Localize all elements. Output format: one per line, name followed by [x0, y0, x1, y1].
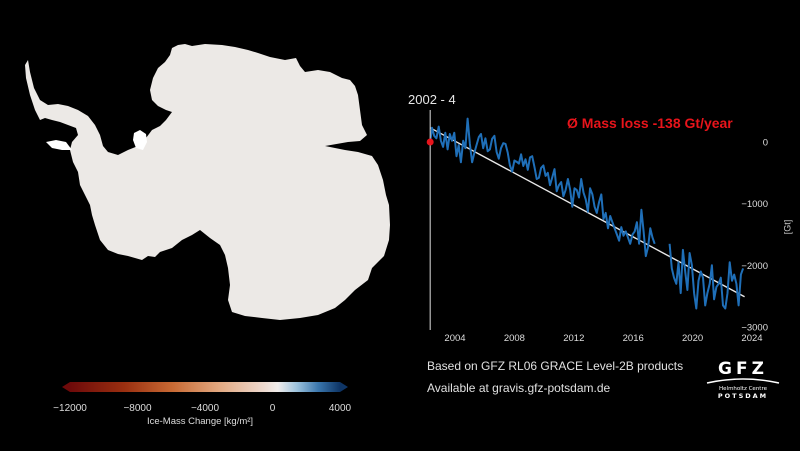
x-tick-label: 2008 — [504, 333, 525, 344]
cursor-point — [426, 138, 434, 146]
x-tick-label: 2024 — [741, 333, 762, 344]
trend-annotation: Ø Mass loss -138 Gt/year — [567, 115, 733, 131]
x-tick-label: 2016 — [623, 333, 644, 344]
colorbar-tick-label: −12000 — [53, 403, 87, 414]
x-tick-label: 2020 — [682, 333, 703, 344]
series-line — [668, 243, 745, 310]
x-tick-label: 2004 — [444, 333, 465, 344]
y-tick-label: −2000 — [741, 261, 768, 272]
y-tick-label: 0 — [763, 138, 768, 149]
logo-sub1: Helmholtz Centre — [719, 386, 768, 392]
antarctica-main-body — [25, 44, 390, 320]
series-line — [429, 117, 656, 258]
footer-source: Based on GFZ RL06 GRACE Level-2B product… — [427, 359, 684, 373]
y-tick-label: −1000 — [741, 199, 768, 210]
y-tick-label: −3000 — [741, 323, 768, 334]
y-axis-label: [Gt] — [782, 219, 793, 235]
colorbar — [62, 382, 348, 392]
colorbar-label: Ice-Mass Change [kg/m²] — [146, 416, 254, 427]
gfz-logo: GFZ Helmholtz Centre POTSDAM — [706, 359, 780, 400]
footer-link[interactable]: Available at gravis.gfz-potsdam.de — [427, 381, 611, 395]
logo-arc — [706, 378, 780, 384]
ice-shelf-patch — [133, 130, 147, 150]
colorbar-tick-label: 0 — [269, 403, 276, 414]
antarctica-landmass — [25, 44, 390, 320]
colorbar-tick-label: −8000 — [123, 403, 152, 414]
colorbar-tick-label: 4000 — [328, 403, 352, 414]
x-tick-label: 2012 — [563, 333, 584, 344]
cursor-date-label: 2002 - 4 — [408, 92, 456, 107]
antarctica-map — [25, 44, 390, 320]
colorbar-gradient — [70, 382, 340, 392]
colorbar-min-arrow — [62, 382, 70, 392]
peninsula-islands — [46, 140, 72, 150]
colorbar-max-arrow — [340, 382, 348, 392]
logo-text: GFZ — [718, 359, 768, 379]
mass-chart: 2004 2008 2012 2016 2020 2024 0 −1000 −2000 −300… — [426, 110, 768, 344]
logo-sub2: POTSDAM — [718, 392, 768, 400]
colorbar-tick-label: −4000 — [190, 403, 220, 414]
